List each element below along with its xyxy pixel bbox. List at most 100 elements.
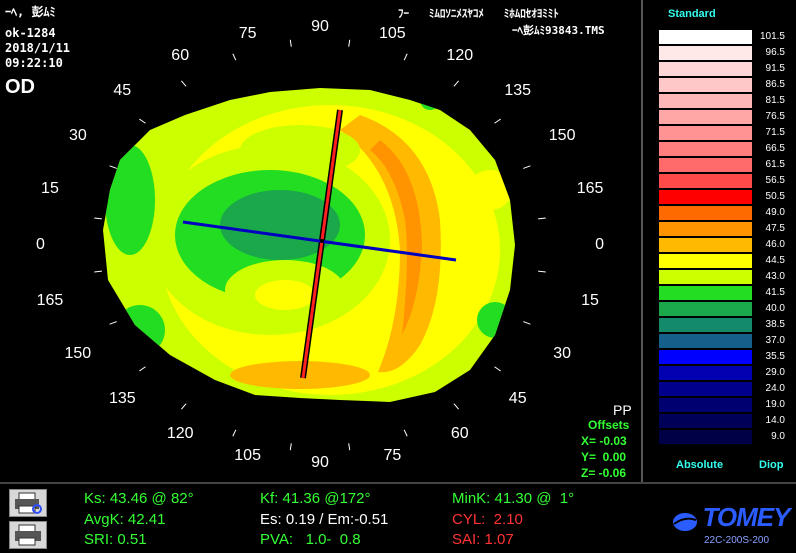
offsets-label: Offsets	[588, 418, 630, 432]
scale-swatch	[659, 238, 752, 252]
degree-tick	[289, 39, 292, 47]
stat-cyl: CYL: 2.10	[452, 511, 523, 528]
exam-date: 2018/1/11	[5, 41, 71, 55]
eye-label: OD	[5, 76, 35, 98]
scale-swatch	[659, 126, 752, 140]
scale-value: 91.5	[765, 63, 785, 74]
print-button[interactable]	[9, 521, 47, 549]
scale-swatch	[659, 142, 752, 156]
scale-swatch	[659, 398, 752, 412]
scale-swatch	[659, 110, 752, 124]
degree-label: 120	[166, 424, 194, 442]
scale-swatch	[659, 286, 752, 300]
degree-tick	[538, 270, 546, 273]
degree-tick	[348, 443, 351, 451]
print-preview-button[interactable]	[9, 489, 47, 517]
flat-meridian-axis	[182, 220, 457, 262]
tomey-logo-text: TOMEY	[702, 502, 790, 532]
degree-tick	[232, 429, 237, 437]
color-scale-panel: Standard 101.5 96.5 91.5 86.5 81.5 76.5 71.5 66…	[641, 0, 796, 482]
offset-x: X= -0.03	[581, 434, 627, 448]
offset-y: Y= 0.00	[581, 450, 627, 464]
degree-tick	[181, 80, 187, 87]
scale-value: 81.5	[765, 95, 785, 106]
scale-swatch	[659, 46, 752, 60]
scale-value: 35.5	[765, 351, 785, 362]
degree-label: 0	[35, 236, 45, 253]
patient-name: ｰﾍ, 彭ﾑﾐ	[5, 5, 56, 19]
scale-value: 47.5	[765, 223, 785, 234]
scale-value: 14.0	[765, 415, 785, 426]
degree-label: 150	[548, 127, 576, 144]
scale-value: 41.5	[765, 287, 785, 298]
corneal-map	[94, 39, 546, 451]
degree-label: 30	[553, 345, 572, 362]
scale-unit-diop[interactable]: Diop	[759, 459, 784, 471]
tomey-logo: TOMEY	[672, 502, 790, 533]
degree-label: 135	[504, 81, 532, 99]
degree-label: 15	[41, 179, 59, 197]
scale-value: 50.5	[765, 191, 785, 202]
scale-value: 40.0	[765, 303, 785, 314]
scale-swatch	[659, 254, 752, 268]
scale-value: 44.5	[765, 255, 785, 266]
file-info-line1: ﾌｰ ﾐﾑﾛｿﾆﾒｽﾔｺﾒ ﾐﾎﾑﾛｾｵﾖﾐﾐﾄ	[398, 7, 559, 20]
degree-label: 90	[311, 454, 329, 471]
degree-label: 135	[108, 390, 136, 408]
degree-tick	[289, 443, 292, 451]
scale-value: 66.5	[765, 143, 785, 154]
scale-swatch	[659, 334, 752, 348]
degree-tick	[523, 165, 531, 169]
degree-label: 60	[171, 47, 190, 65]
degree-label: 120	[446, 47, 474, 65]
scale-value: 46.0	[765, 239, 785, 250]
degree-label: 90	[311, 18, 329, 35]
degree-label: 165	[36, 292, 64, 310]
scale-value: 96.5	[765, 47, 785, 58]
printer-magnify-icon	[15, 492, 42, 514]
degree-label: 15	[581, 292, 599, 310]
degree-label: 45	[113, 81, 132, 99]
scale-value: 43.0	[765, 271, 785, 282]
color-map	[103, 88, 515, 402]
scale-value: 86.5	[765, 79, 785, 90]
scale-swatch	[659, 78, 752, 92]
degree-tick	[453, 80, 459, 87]
scale-swatch	[659, 302, 752, 316]
degree-tick	[232, 53, 237, 61]
degree-tick	[94, 270, 102, 273]
scale-value: 71.5	[765, 127, 785, 138]
device-model: 22C-200S-200	[704, 535, 770, 546]
scale-swatch	[659, 318, 752, 332]
exam-time: 09:22:10	[5, 56, 63, 70]
degree-tick	[494, 118, 501, 124]
scale-title[interactable]: Standard	[668, 8, 716, 20]
stat-es-em: Es: 0.19 / Em:-0.51	[260, 511, 389, 528]
scale-swatch	[659, 270, 752, 284]
degree-tick	[109, 321, 117, 325]
degree-label: 165	[576, 179, 604, 197]
degree-tick	[523, 321, 531, 325]
degree-label: 75	[238, 25, 257, 43]
stat-ks: Ks: 43.46 @ 82°	[84, 490, 194, 507]
steep-meridian-axis	[301, 109, 342, 379]
statistics-bar: Ks: 43.46 @ 82° Kf: 41.36 @172° MinK: 41…	[0, 482, 796, 552]
stat-sri: SRI: 0.51	[84, 531, 147, 548]
degree-tick	[453, 403, 459, 410]
scale-type-absolute[interactable]: Absolute	[676, 459, 724, 471]
scale-value: 38.5	[765, 319, 785, 330]
scale-value: 9.0	[771, 431, 785, 442]
stat-mink: MinK: 41.30 @ 1°	[452, 490, 575, 507]
scale-swatch	[659, 206, 752, 220]
scale-swatch	[659, 174, 752, 188]
degree-label: 105	[234, 446, 261, 464]
stat-sai: SAI: 1.07	[452, 531, 514, 548]
degree-tick	[494, 366, 501, 372]
degree-tick	[94, 217, 102, 220]
file-name: ｰﾍ彭ﾑﾐ93843.TMS	[512, 24, 605, 37]
scale-value: 61.5	[765, 159, 785, 170]
degree-label: 105	[379, 25, 406, 43]
scale-swatch	[659, 430, 752, 444]
pp-label: PP	[613, 402, 632, 418]
degree-tick	[348, 39, 351, 47]
